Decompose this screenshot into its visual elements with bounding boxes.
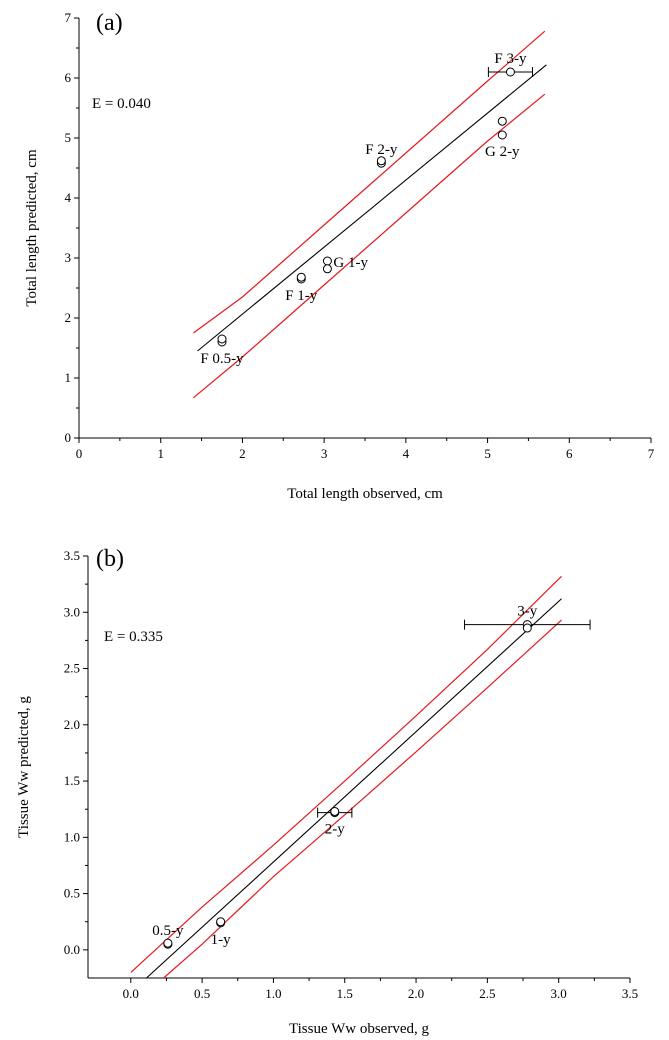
regression-line [197,64,547,352]
data-point [497,116,507,126]
point-label: 1-y [211,932,231,948]
point-label: F 0.5-y [200,351,244,367]
data-point [522,623,532,633]
panel-label: (a) [96,10,123,36]
data-point [330,806,340,816]
point-label: G 2-y [485,144,520,160]
upper-confidence-band [130,575,562,973]
data-point [163,938,173,948]
x-tick-label: 5 [484,446,491,461]
y-tick-label: 0 [65,430,72,445]
y-tick-label: 1 [65,370,72,385]
x-tick-label: 0 [76,446,83,461]
y-tick-label: 5 [65,130,72,145]
data-point [296,272,306,282]
point-label: G 1-y [333,255,368,271]
regression-line [146,598,562,979]
y-tick-label: 3 [65,250,72,265]
x-tick-label: 1 [157,446,164,461]
y-tick-label: 1.5 [64,773,80,788]
x-tick-label: 2.5 [479,986,495,1001]
x-tick-label: 1.0 [265,986,281,1001]
x-tick-label: 6 [566,446,573,461]
x-tick-label: 0.5 [194,986,210,1001]
x-tick-label: 4 [403,446,410,461]
data-point [322,264,332,274]
lower-confidence-band [163,619,562,979]
y-axis-title: Tissue Ww predicted, g [16,696,32,838]
x-tick-label: 3 [321,446,328,461]
chart-panel-b: 0.0 0.5 1.0 1.5 2.0 2.5 3.0 3.5 0.0 0.5 1.0 1.5 2.0 2… [16,546,638,1037]
point-label: 2-y [325,822,345,838]
upper-confidence-band [193,30,546,334]
y-tick-label: 0.0 [64,942,80,957]
x-axis-title: Total length observed, cm [287,486,443,502]
y-tick-label: 2.5 [64,661,80,676]
point-label: F 1-y [285,288,318,304]
y-tick-label: 3.0 [64,604,80,619]
data-point [216,917,226,927]
chart-panel-a: 0 1 2 3 4 5 6 7 0 1 2 3 4 5 6 7 Total length observed, c… [24,10,655,502]
point-label: 3-y [517,604,537,620]
y-tick-label: 1.0 [64,829,80,844]
x-tick-label: 3.0 [551,986,567,1001]
efficiency-stat: E = 0.040 [92,96,151,112]
data-point [217,334,227,344]
y-tick-label: 7 [65,10,72,25]
data-point [322,256,332,266]
y-tick-label: 0.5 [64,886,80,901]
y-axis-title: Total length predicted, cm [24,149,40,307]
panel-label: (b) [96,546,124,572]
data-point [497,130,507,140]
y-tick-label: 2.0 [64,717,80,732]
data-point [376,156,386,166]
x-tick-label: 2.0 [408,986,424,1001]
x-axis-title: Tissue Ww observed, g [289,1021,430,1037]
point-label: F 3-y [494,51,527,67]
y-tick-label: 2 [65,310,72,325]
point-label: F 2-y [365,142,398,158]
y-tick-label: 3.5 [64,548,80,563]
lower-confidence-band [193,93,546,399]
efficiency-stat: E = 0.335 [104,629,163,645]
data-point [505,67,515,77]
point-label: 0.5-y [152,923,184,939]
x-tick-label: 7 [648,446,655,461]
y-tick-label: 6 [65,70,72,85]
x-tick-label: 2 [239,446,246,461]
y-tick-label: 4 [65,190,72,205]
x-tick-label: 3.5 [622,986,638,1001]
x-tick-label: 0.0 [123,986,139,1001]
x-tick-label: 1.5 [337,986,353,1001]
